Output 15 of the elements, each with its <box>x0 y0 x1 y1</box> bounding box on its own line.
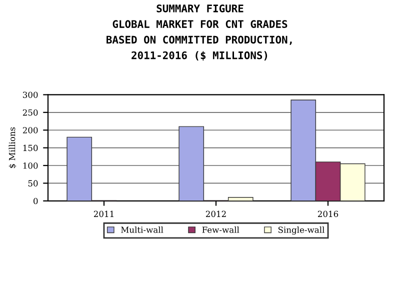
x-tick-label: 2012 <box>206 210 226 218</box>
legend-label: Single-wall <box>278 226 324 235</box>
legend-label: Multi-wall <box>121 226 164 233</box>
y-tick-label: 250 <box>22 109 38 116</box>
x-tick-label: 2016 <box>318 210 338 218</box>
legend-label: Few-wall <box>202 226 240 233</box>
x-tick-label: 2011 <box>94 210 114 218</box>
y-tick-label: 200 <box>22 127 38 134</box>
y-axis-title: $ Millions <box>8 127 16 168</box>
y-tick-label: 300 <box>23 92 38 98</box>
y-tick-label: 0 <box>34 198 38 204</box>
y-tick-label: 100 <box>23 162 38 169</box>
y-tick-label: 50 <box>28 180 38 186</box>
y-tick-label: 150 <box>23 144 38 152</box>
chart-title: SUMMARY FIGURE GLOBAL MARKET FOR CNT GRADES BASED ON COMMITTED PRODUCTION, 2011-2016 ($ MILLIONS) <box>106 4 292 61</box>
